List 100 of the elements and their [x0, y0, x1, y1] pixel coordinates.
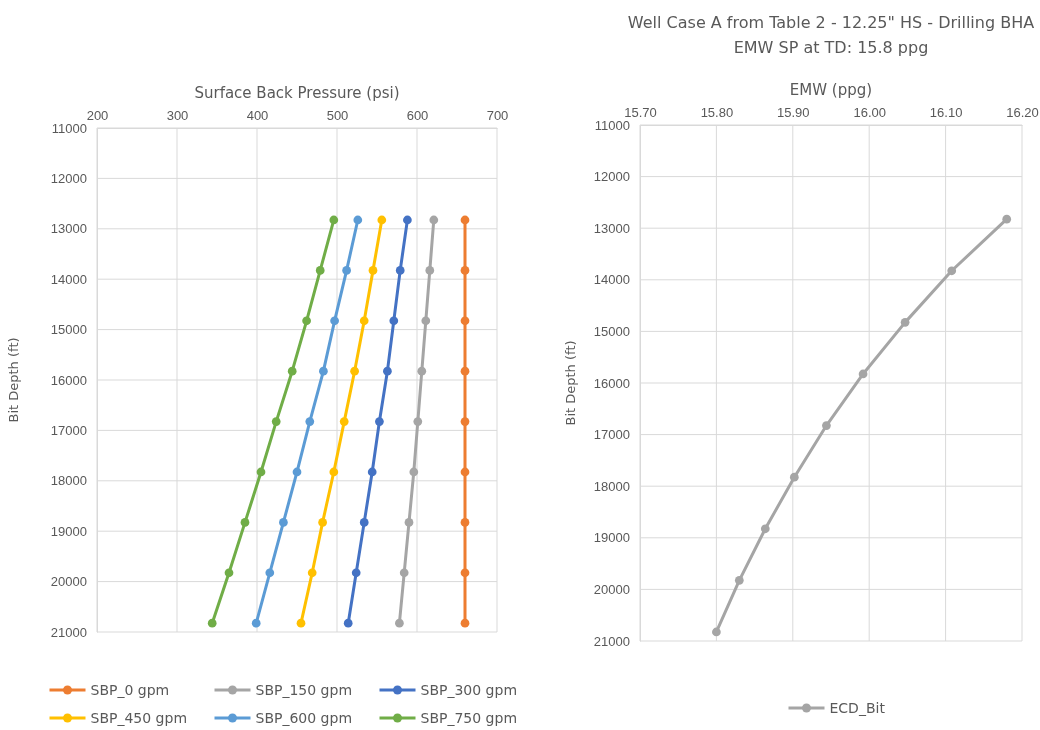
point [256, 467, 266, 477]
point [292, 467, 302, 477]
point [734, 576, 744, 585]
y-tick-label: 14000 [593, 272, 630, 288]
point [315, 266, 325, 275]
point [271, 417, 281, 426]
point [409, 467, 419, 477]
point [1002, 214, 1012, 224]
y-tick-label: 13000 [593, 220, 630, 236]
point [460, 518, 470, 527]
x-tick-label: 16.10 [929, 105, 963, 120]
point [224, 568, 234, 578]
point [460, 568, 470, 578]
point [460, 417, 470, 426]
point [367, 467, 377, 477]
y-tick-label: 19000 [593, 530, 630, 546]
point [302, 316, 311, 326]
x-tick-label: 15.70 [624, 105, 657, 120]
y-tick-label: 21000 [50, 624, 87, 640]
y-tick-label: 11000 [594, 117, 630, 133]
point [307, 568, 317, 578]
point [947, 266, 957, 276]
point [343, 618, 353, 628]
x-tick-label: 16.00 [853, 105, 886, 120]
point [760, 524, 770, 534]
y-tick-label: 18000 [593, 478, 630, 494]
point [858, 369, 868, 379]
y-tick-label: 19000 [50, 523, 87, 539]
x-tick-label: 16.20 [1006, 105, 1039, 120]
point [460, 316, 470, 326]
point [399, 568, 409, 578]
chart-subtitle: EMW SP at TD: 15.8 ppg [733, 38, 929, 57]
legend-label: SBP_450 gpm [90, 710, 188, 726]
x-axis-title: EMW (ppg) [789, 81, 873, 99]
point [377, 215, 387, 225]
x-tick-label: 400 [246, 108, 269, 123]
point [413, 417, 423, 426]
point [383, 366, 392, 376]
legend-label: SBP_150 gpm [255, 682, 353, 698]
legend-label: SBP_0 gpm [90, 682, 170, 698]
point [207, 618, 217, 628]
point [318, 518, 327, 527]
point [319, 366, 328, 376]
x-tick-label: 600 [406, 108, 429, 123]
y-tick-label: 13000 [50, 221, 87, 237]
point [330, 316, 339, 326]
y-tick-label: 18000 [50, 473, 87, 489]
point [460, 618, 470, 628]
point [279, 518, 288, 527]
y-tick-label: 16000 [50, 372, 87, 388]
point [460, 266, 470, 275]
point [789, 472, 799, 482]
point [296, 618, 306, 628]
y-tick-label: 14000 [50, 271, 87, 287]
point [240, 518, 250, 527]
legend-label: SBP_600 gpm [255, 710, 353, 726]
point [712, 627, 721, 637]
x-tick-label: 300 [166, 108, 189, 123]
point [460, 215, 470, 225]
chart-title: Well Case A from Table 2 - 12.25" HS - Drilling BHA [627, 13, 1035, 32]
point [900, 318, 910, 327]
x-tick-label: 700 [486, 108, 509, 123]
legend-label: SBP_750 gpm [420, 710, 518, 726]
x-tick-label: 15.90 [777, 105, 810, 120]
point [425, 266, 435, 275]
y-axis-title: Bit Depth (ft) [563, 340, 578, 426]
point [404, 518, 414, 527]
y-tick-label: 12000 [50, 171, 87, 187]
x-tick-label: 200 [86, 108, 109, 123]
point [339, 417, 349, 426]
y-tick-label: 17000 [50, 423, 87, 439]
y-tick-label: 15000 [593, 324, 630, 340]
point [353, 215, 363, 225]
y-tick-label: 20000 [50, 574, 87, 590]
legend-label: SBP_300 gpm [420, 682, 518, 698]
point [368, 266, 378, 275]
point [265, 568, 275, 578]
point [417, 366, 427, 376]
point [351, 568, 361, 578]
point [395, 618, 404, 628]
point [375, 417, 384, 426]
point [421, 316, 431, 326]
point [822, 421, 831, 430]
point [460, 467, 470, 477]
y-tick-label: 17000 [593, 427, 630, 443]
x-axis-title: Surface Back Pressure (psi) [194, 84, 400, 102]
y-tick-label: 21000 [593, 633, 630, 649]
point [342, 266, 351, 275]
legend-label: ECD_Bit [829, 700, 886, 716]
point [460, 366, 470, 376]
point [305, 417, 315, 426]
point [395, 266, 405, 275]
point [287, 366, 297, 376]
point [350, 366, 359, 376]
y-tick-label: 16000 [593, 375, 630, 391]
y-tick-label: 12000 [593, 169, 630, 185]
point [329, 467, 339, 477]
point [429, 215, 439, 225]
x-tick-label: 15.80 [700, 105, 734, 120]
y-tick-label: 15000 [50, 322, 87, 338]
